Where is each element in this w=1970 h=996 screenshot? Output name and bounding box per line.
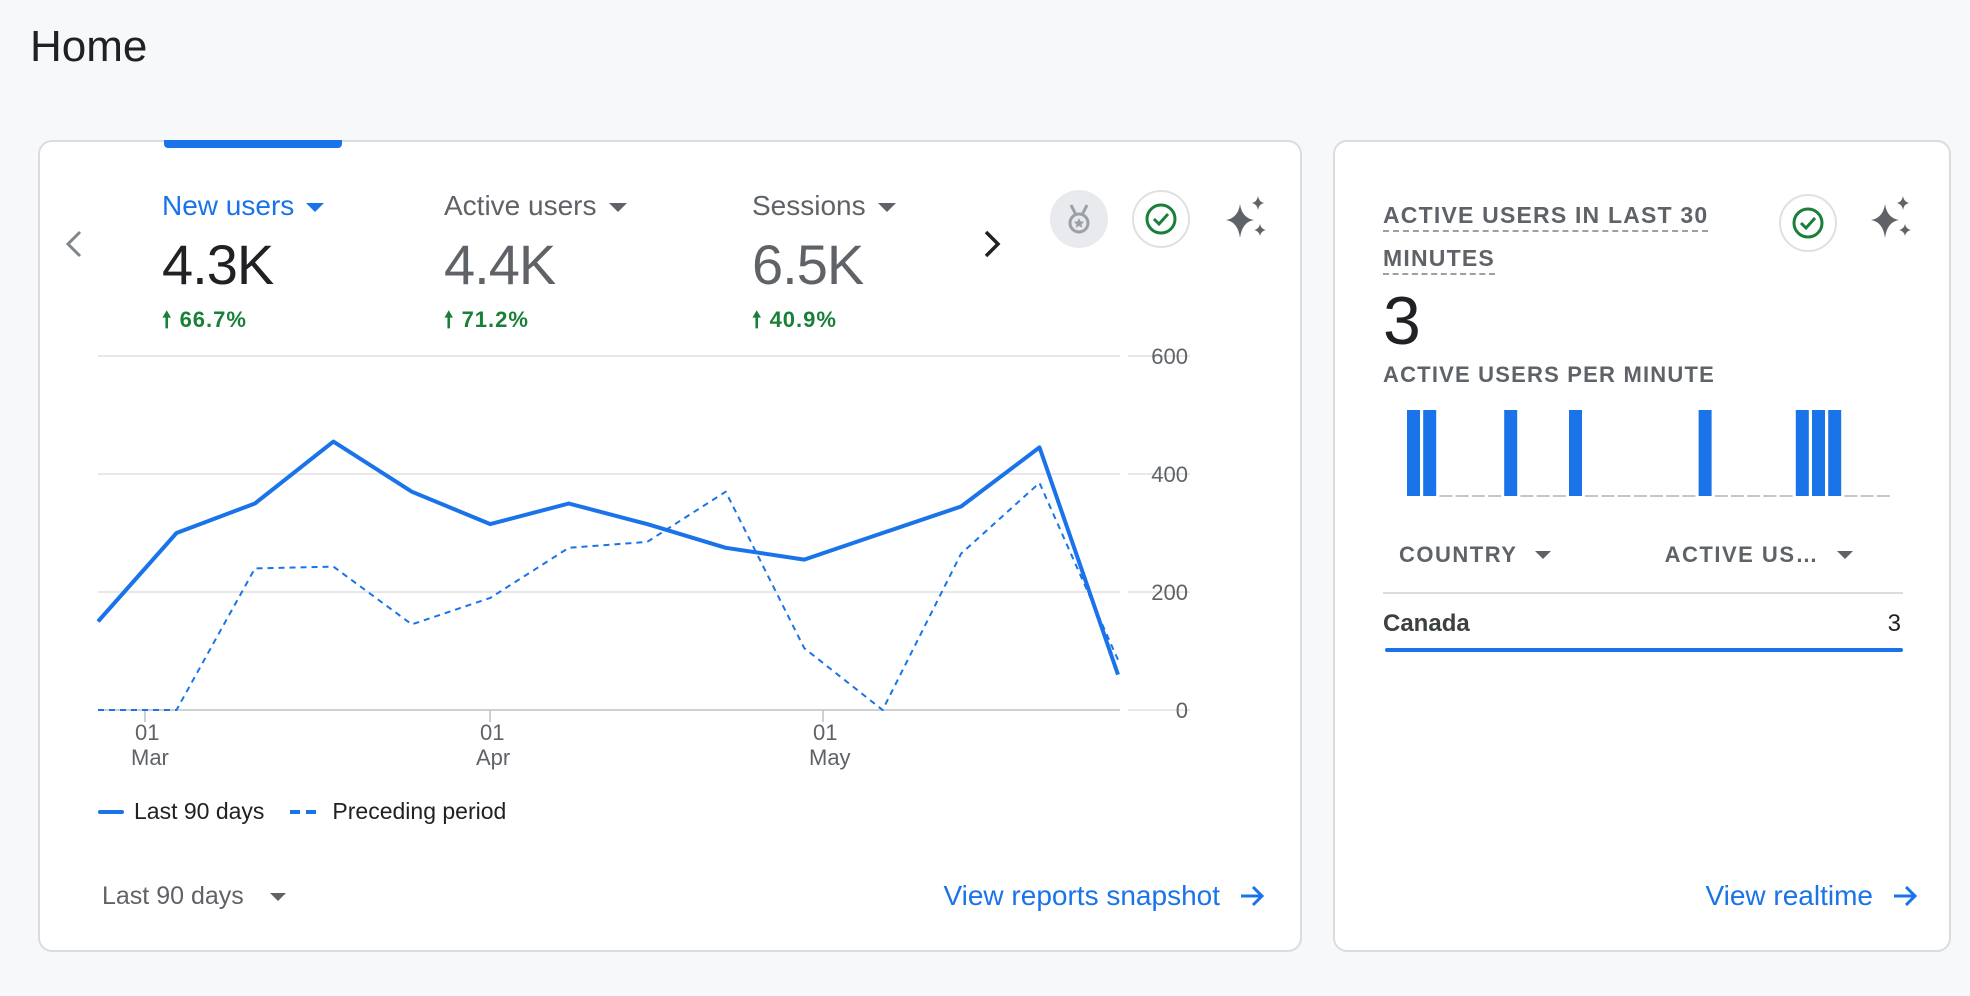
arrow-right-icon — [1894, 885, 1918, 907]
realtime-card: ACTIVE USERS IN LAST 30 MINUTES 3 ACTIVE … — [1333, 140, 1951, 952]
x-tick-month: Mar — [131, 745, 169, 770]
row-bar — [1385, 648, 1903, 652]
legend-label: Last 90 days — [134, 798, 265, 824]
y-tick-label: 0 — [1176, 698, 1188, 723]
y-tick-label: 200 — [1151, 580, 1188, 605]
x-tick-month: May — [809, 745, 851, 770]
metric-label: Active users — [444, 190, 597, 221]
chevron-left-icon[interactable] — [60, 224, 90, 264]
caret-down-icon — [1837, 551, 1853, 559]
overview-card: New users 4.3K 🠕 66.7% Active users 4.4K… — [38, 140, 1302, 952]
minute-bar[interactable] — [1569, 410, 1582, 496]
caret-down-icon — [306, 202, 325, 212]
y-tick-label: 400 — [1151, 462, 1188, 487]
metric-value: 4.4K — [444, 233, 556, 296]
legend-swatch-dashed — [290, 809, 323, 814]
arrow-right-icon — [1241, 885, 1265, 907]
minute-bar[interactable] — [1828, 410, 1842, 496]
check-circle-icon[interactable] — [1132, 190, 1190, 248]
metric-delta: 🠕 71.2% — [444, 307, 529, 332]
country-column-header[interactable]: COUNTRY — [1399, 542, 1552, 568]
active-tab-indicator — [164, 140, 342, 148]
realtime-count: 3 — [1383, 283, 1421, 359]
metric-label: Sessions — [752, 190, 866, 221]
legend-label: Preceding period — [332, 798, 507, 824]
metric-delta: 🠕 40.9% — [752, 307, 837, 332]
series-line-last-90-days — [96, 439, 1120, 676]
x-tick-month: Apr — [476, 745, 510, 770]
metric-delta: 🠕 66.7% — [162, 307, 247, 332]
metric-sessions[interactable]: Sessions 6.5K 🠕 40.9% — [752, 190, 896, 341]
country-value: 3 — [1887, 610, 1901, 637]
sparkle-icon[interactable] — [1861, 190, 1919, 248]
realtime-table-header: COUNTRY ACTIVE US… — [1383, 542, 1903, 594]
link-label: View realtime — [1705, 880, 1873, 911]
date-range-select[interactable]: Last 90 days — [102, 882, 286, 911]
metric-new-users[interactable]: New users 4.3K 🠕 66.7% — [162, 190, 325, 341]
table-row[interactable]: Canada 3 — [1383, 598, 1903, 652]
check-circle-icon[interactable] — [1779, 194, 1837, 252]
x-tick-day: 01 — [813, 720, 837, 745]
caret-down-icon — [269, 892, 286, 901]
metric-value: 6.5K — [752, 233, 864, 296]
chevron-right-icon[interactable] — [972, 222, 1012, 266]
minute-bar[interactable] — [1812, 410, 1825, 496]
view-reports-snapshot-link[interactable]: View reports snapshot — [943, 880, 1266, 912]
sparkle-icon[interactable] — [1216, 190, 1274, 248]
page-title: Home — [30, 22, 148, 71]
minute-bar[interactable] — [1795, 410, 1809, 496]
minute-bar[interactable] — [1504, 410, 1518, 496]
x-tick-day: 01 — [135, 720, 159, 745]
minute-bar[interactable] — [1423, 410, 1437, 496]
link-label: View reports snapshot — [943, 880, 1220, 911]
caret-down-icon — [1535, 551, 1552, 559]
date-range-value: Last 90 days — [102, 882, 244, 910]
y-tick-label: 600 — [1151, 344, 1188, 369]
per-minute-bar-chart — [1407, 410, 1890, 497]
minute-bar[interactable] — [1407, 410, 1420, 496]
metric-label: New users — [162, 190, 295, 221]
metric-active-users[interactable]: Active users 4.4K 🠕 71.2% — [444, 190, 627, 341]
metric-value: 4.3K — [162, 233, 274, 296]
caret-down-icon — [608, 202, 627, 212]
x-tick-day: 01 — [480, 720, 504, 745]
chart-legend: Last 90 days Preceding period — [98, 798, 506, 825]
view-realtime-link[interactable]: View realtime — [1705, 880, 1919, 912]
per-minute-label: ACTIVE USERS PER MINUTE — [1383, 362, 1715, 387]
active-users-column-header[interactable]: ACTIVE US… — [1665, 542, 1853, 568]
realtime-title[interactable]: ACTIVE USERS IN LAST 30 MINUTES — [1383, 194, 1713, 280]
minute-bar[interactable] — [1698, 410, 1712, 496]
country-name: Canada — [1383, 610, 1470, 637]
medal-icon[interactable] — [1050, 190, 1108, 248]
caret-down-icon — [877, 202, 896, 212]
series-line-preceding-period — [98, 481, 1119, 711]
legend-swatch-solid — [98, 809, 124, 814]
